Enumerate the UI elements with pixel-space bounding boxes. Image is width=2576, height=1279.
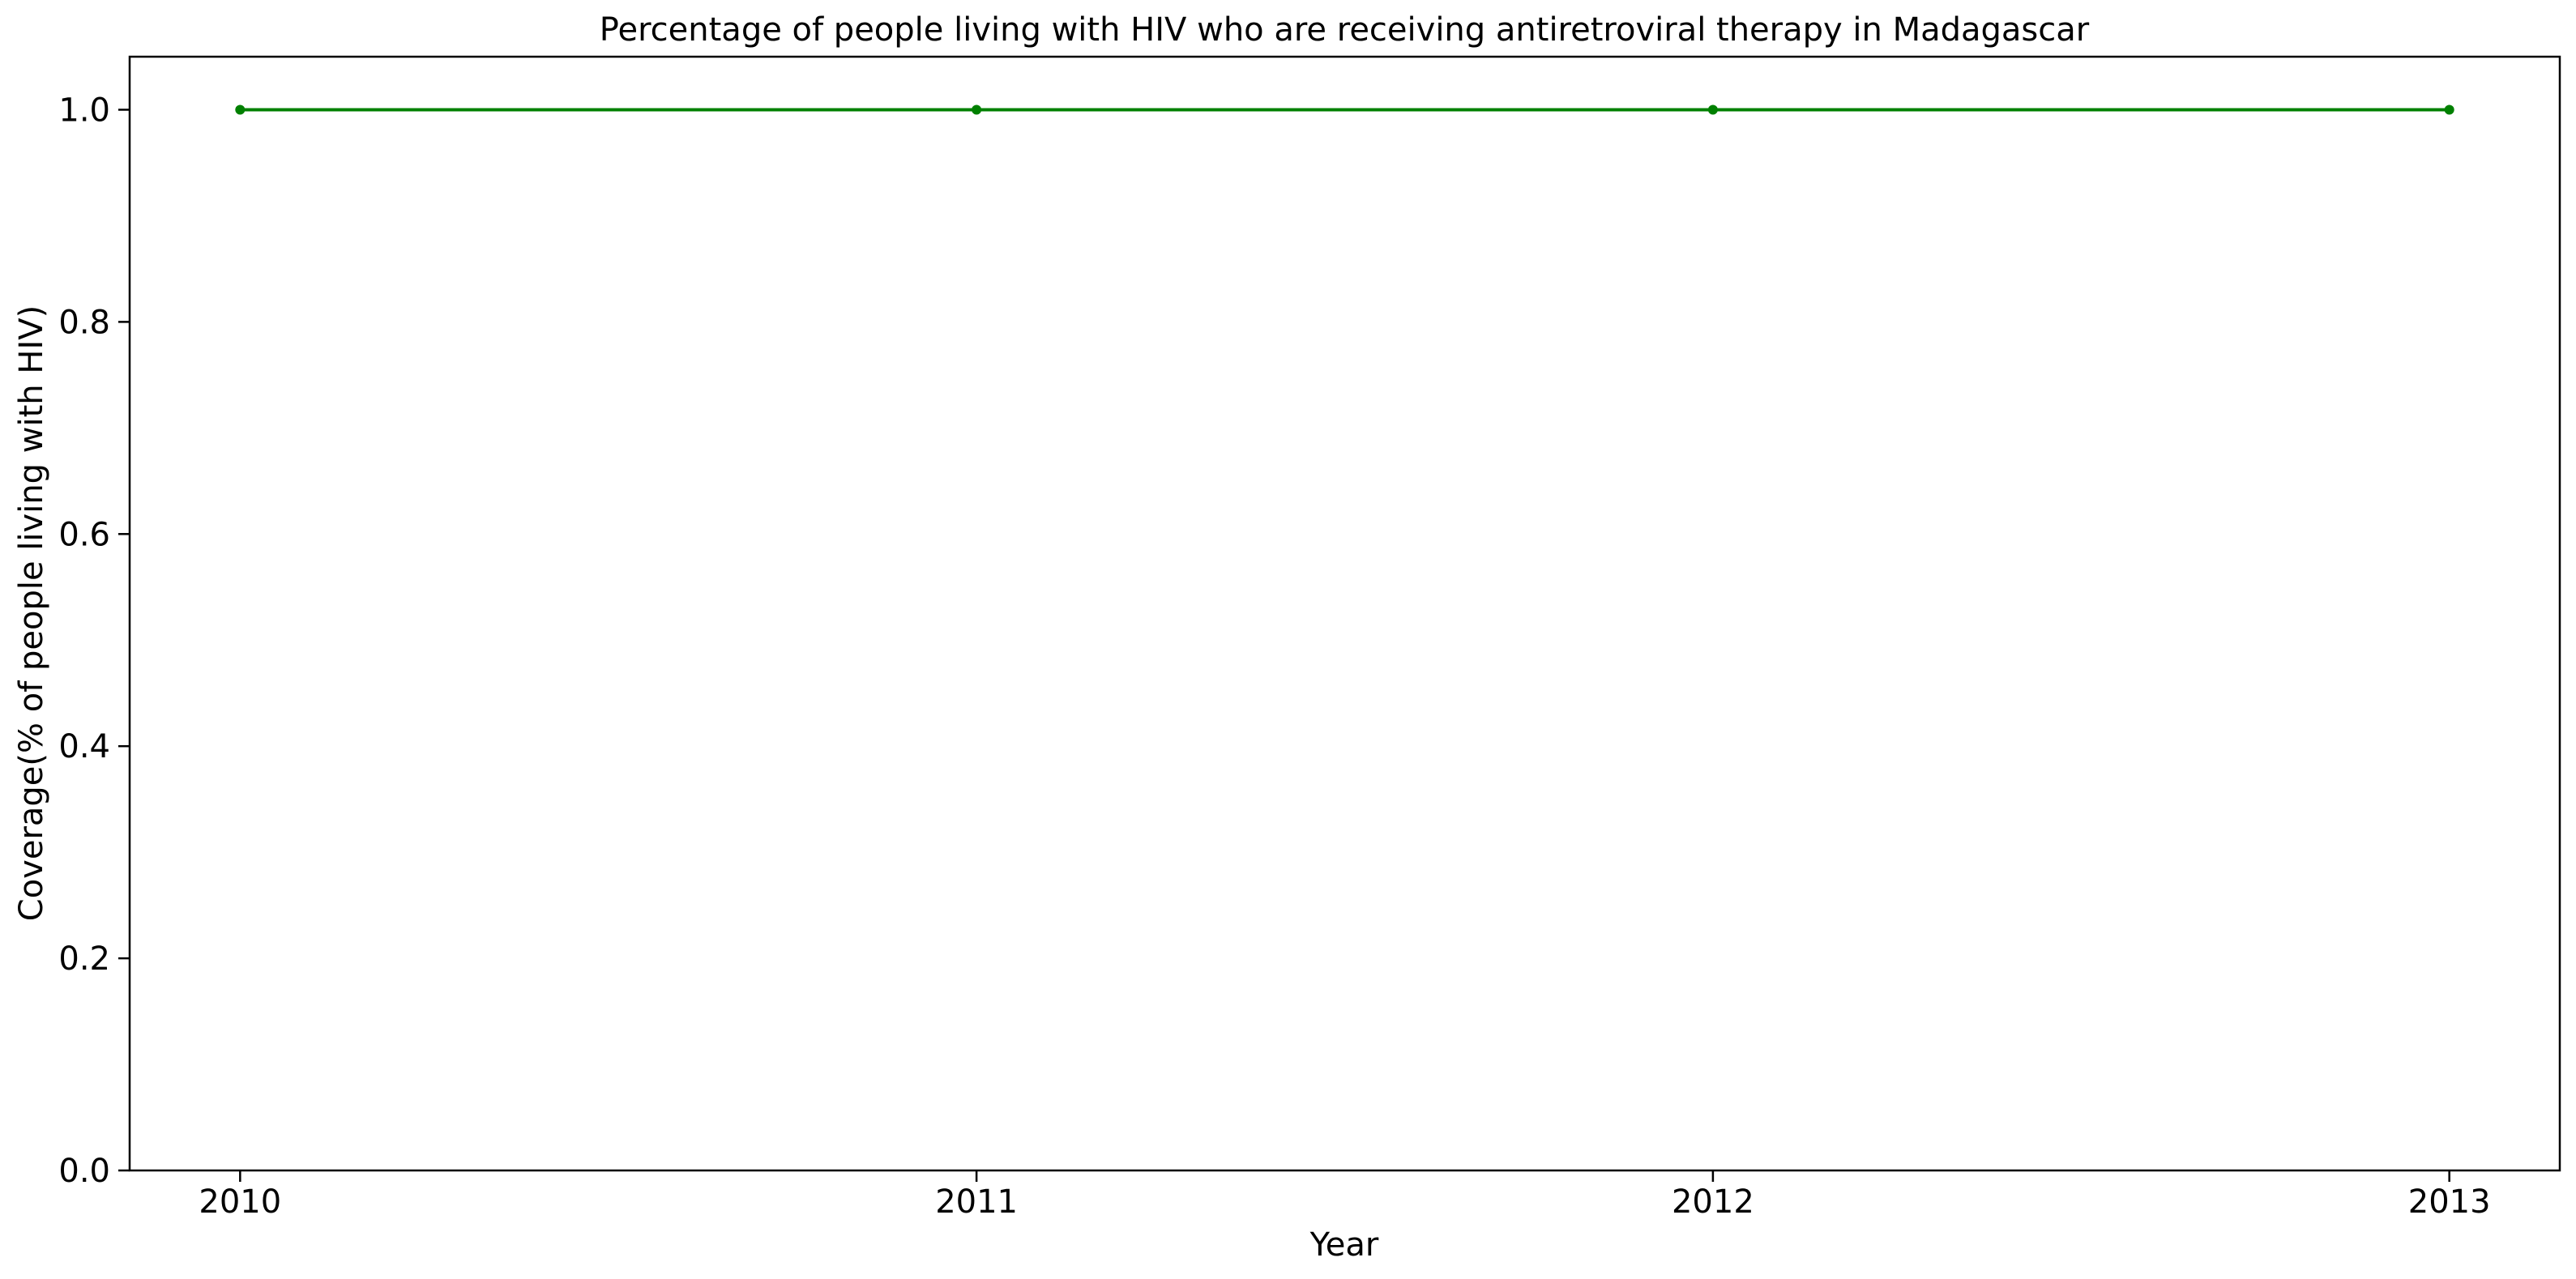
y-tick-label: 1.0 (58, 92, 110, 129)
plot-area-frame (128, 55, 2561, 1172)
y-tick-label: 0.2 (58, 940, 110, 978)
data-point (972, 104, 982, 115)
x-axis: 2010 2011 2012 2013 (199, 1170, 2491, 1221)
y-tick-label: 0.6 (58, 516, 110, 553)
chart-title: Percentage of people living with HIV who… (600, 11, 2090, 49)
x-tick-label: 2011 (935, 1183, 1018, 1221)
x-axis-label: Year (1309, 1226, 1379, 1264)
data-point (2444, 104, 2454, 115)
y-axis: 0.0 0.2 0.4 0.6 0.8 1.0 (58, 92, 130, 1190)
y-tick-label: 0.8 (58, 304, 110, 341)
data-series (235, 104, 2454, 115)
data-point (235, 104, 246, 115)
x-tick-label: 2012 (1672, 1183, 1754, 1221)
data-point (1707, 104, 1718, 115)
y-tick-label: 0.4 (58, 728, 110, 765)
x-tick-label: 2010 (199, 1183, 281, 1221)
x-tick-label: 2013 (2408, 1183, 2491, 1221)
y-tick-label: 0.0 (58, 1153, 110, 1190)
y-axis-label: Coverage(% of people living with HIV) (13, 305, 50, 921)
